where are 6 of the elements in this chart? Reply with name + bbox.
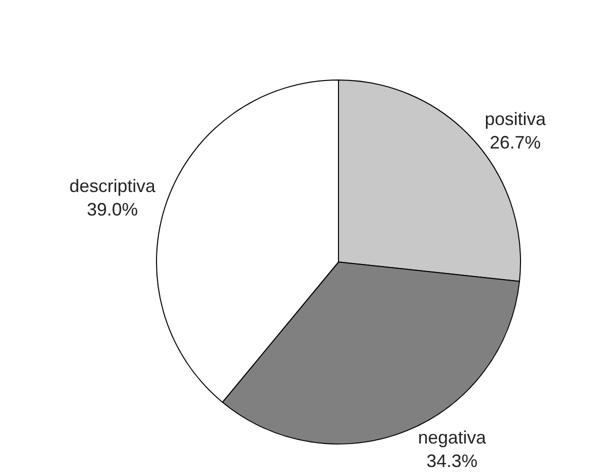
slice-label: negativa [418, 428, 487, 448]
slice-label: positiva [484, 108, 547, 129]
data-label: 34.3% [426, 450, 478, 471]
data-label: 26.7% [490, 132, 541, 152]
data-label: 39.0% [86, 200, 138, 220]
slice-label: descriptiva [69, 176, 156, 196]
